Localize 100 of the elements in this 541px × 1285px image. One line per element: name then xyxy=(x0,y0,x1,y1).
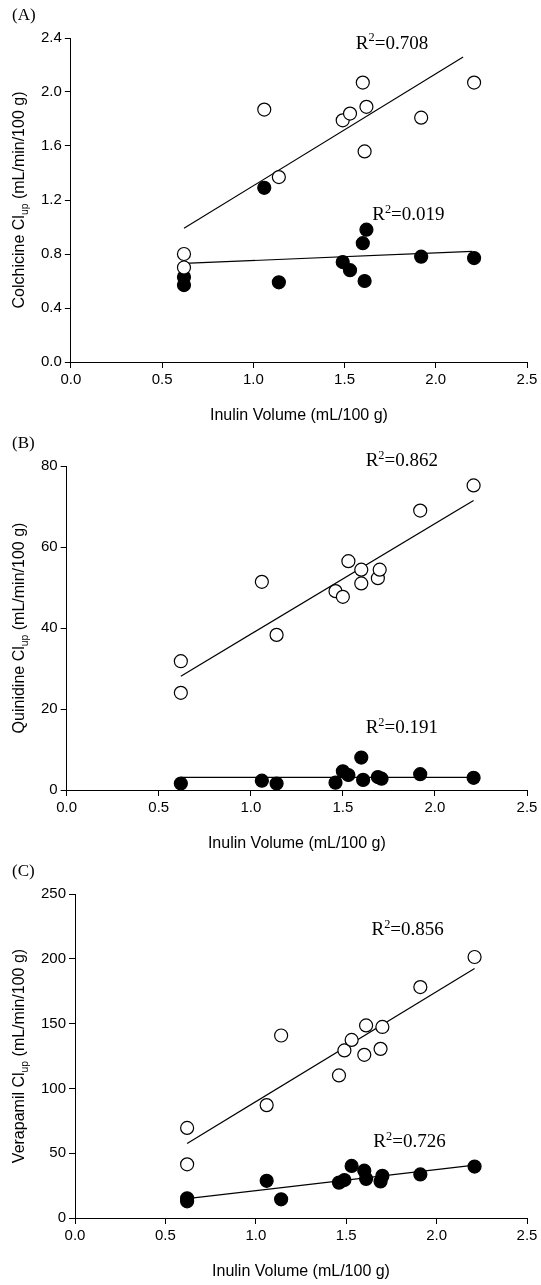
point xyxy=(341,554,356,569)
point xyxy=(337,1043,352,1058)
x-tick-label: 2.5 xyxy=(516,370,538,388)
y-tick-label: 200 xyxy=(41,948,67,966)
point xyxy=(354,562,369,577)
y-tick-label: 0.4 xyxy=(40,298,62,316)
point xyxy=(337,1172,352,1188)
point xyxy=(176,260,192,275)
point xyxy=(354,750,369,765)
x-tick-label: 2.5 xyxy=(516,798,538,816)
y-tick-label: 50 xyxy=(49,1143,67,1161)
point xyxy=(372,562,387,577)
point xyxy=(359,99,374,114)
point xyxy=(173,776,188,791)
point xyxy=(414,249,429,264)
y-tick-label: 60 xyxy=(41,537,58,555)
y-tick-label: 20 xyxy=(41,699,58,717)
point xyxy=(355,75,370,90)
point xyxy=(341,767,356,783)
x-axis-title: Inulin Volume (mL/100 g) xyxy=(207,834,386,851)
point xyxy=(254,773,269,788)
point xyxy=(375,1168,390,1183)
x-tick-label: 2.0 xyxy=(426,1226,448,1244)
chart-title: (A) xyxy=(12,5,36,24)
point xyxy=(357,1047,372,1062)
y-tick-label: 0 xyxy=(49,780,58,798)
point xyxy=(257,180,272,195)
point xyxy=(466,478,481,493)
point xyxy=(344,1158,359,1173)
point xyxy=(466,250,482,266)
point xyxy=(269,627,284,642)
x-tick-label: 2.0 xyxy=(425,370,447,388)
x-tick-label: 0.5 xyxy=(154,1226,176,1244)
point xyxy=(259,1173,274,1188)
point xyxy=(173,654,188,669)
x-tick-label: 1.5 xyxy=(334,370,355,388)
point xyxy=(328,775,343,790)
chart-title: (C) xyxy=(12,861,35,880)
x-tick-label: 0.5 xyxy=(148,798,170,816)
point xyxy=(259,1098,274,1113)
point xyxy=(359,1171,374,1186)
point xyxy=(173,685,188,700)
point xyxy=(271,275,286,290)
point xyxy=(413,979,428,995)
point xyxy=(176,246,192,262)
point xyxy=(254,574,269,589)
chart-title: (B) xyxy=(12,433,35,452)
point xyxy=(359,222,374,237)
y-axis-title: Verapamil Clup (mL/min/100 g) xyxy=(10,948,30,1164)
y-axis-title: Colchicine Clup (mL/min/100 g) xyxy=(10,91,30,309)
point xyxy=(359,1018,374,1033)
point xyxy=(274,1192,289,1207)
point xyxy=(331,1068,347,1083)
point xyxy=(467,949,482,965)
x-tick-label: 1.5 xyxy=(332,798,354,816)
point xyxy=(466,75,482,90)
y-tick-label: 1.2 xyxy=(40,190,62,208)
point xyxy=(466,770,481,785)
y-tick-label: 40 xyxy=(41,618,58,636)
point xyxy=(414,110,429,125)
x-tick-label: 1.0 xyxy=(242,370,264,388)
y-tick-label: 80 xyxy=(41,456,58,474)
point xyxy=(342,106,358,121)
x-axis-title: Inulin Volume (mL/100 g) xyxy=(209,406,388,423)
x-tick-label: 0.0 xyxy=(60,370,82,388)
point xyxy=(413,1167,428,1182)
point xyxy=(257,102,272,117)
y-tick-label: 2.4 xyxy=(40,28,62,46)
point xyxy=(180,1120,195,1136)
point xyxy=(342,263,358,278)
point xyxy=(357,273,372,289)
point xyxy=(356,772,371,787)
point xyxy=(467,1159,482,1174)
x-axis-title: Inulin Volume (mL/100 g) xyxy=(212,1262,390,1279)
point xyxy=(413,767,428,782)
y-axis-title: Quinidine Clup (mL/min/100 g) xyxy=(10,522,30,734)
x-tick-label: 1.0 xyxy=(245,1226,267,1244)
point xyxy=(274,1028,289,1043)
point xyxy=(271,169,286,185)
y-tick-label: 0.0 xyxy=(40,352,62,370)
point xyxy=(374,771,389,786)
y-tick-label: 150 xyxy=(41,1013,67,1031)
x-tick-label: 1.5 xyxy=(335,1226,357,1244)
y-tick-label: 0 xyxy=(57,1208,67,1226)
x-tick-label: 1.0 xyxy=(240,798,262,816)
point xyxy=(180,1157,195,1172)
point xyxy=(344,1032,359,1048)
x-tick-label: 0.0 xyxy=(64,1226,86,1244)
x-tick-label: 2.0 xyxy=(424,798,446,816)
y-tick-label: 100 xyxy=(41,1078,67,1096)
point xyxy=(355,236,370,251)
y-tick-label: 2.0 xyxy=(40,82,62,100)
point xyxy=(357,144,372,159)
x-tick-label: 0.5 xyxy=(151,370,173,388)
point xyxy=(269,776,284,791)
y-tick-label: 1.6 xyxy=(40,136,62,154)
point xyxy=(354,576,369,591)
x-tick-label: 2.5 xyxy=(516,1226,538,1244)
y-tick-label: 250 xyxy=(41,884,67,902)
point xyxy=(335,589,350,604)
